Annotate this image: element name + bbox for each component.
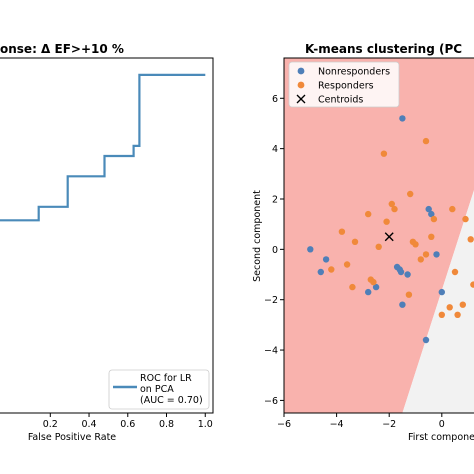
kmeans-x-tick-label: −6 <box>277 419 291 430</box>
kmeans-y-tick-label: 6 <box>272 94 278 105</box>
nonresponder-point <box>307 246 314 253</box>
responder-point <box>412 241 419 248</box>
responder-point <box>446 304 453 311</box>
kmeans-axes-frame <box>283 57 474 414</box>
responder-point <box>388 200 395 208</box>
kmeans-y-tick-label: 2 <box>272 194 278 205</box>
roc-x-tick-label: 0.2 <box>43 419 58 430</box>
kmeans-region-1 <box>284 58 474 413</box>
roc-legend-label-1: ROC for LR <box>140 373 192 384</box>
kmeans-legend: Nonresponders Responders Centroids <box>288 61 400 108</box>
roc-panel: onse: Δ EF>+10 % 0.2 0.4 0.6 0.8 1.0 False P… <box>0 42 214 443</box>
kmeans-y-tick-label: −4 <box>264 346 278 357</box>
kmeans-x-tick-label: −4 <box>330 419 344 430</box>
roc-legend: ROC for LR on PCA (AUC = 0.70) <box>108 369 210 410</box>
responder-point <box>417 256 424 263</box>
nonresponder-point <box>372 283 380 291</box>
responder-point <box>462 215 469 223</box>
responder-point <box>459 301 466 308</box>
responder-point <box>380 150 388 157</box>
responder-point <box>391 205 398 213</box>
kmeans-legend-label-responders: Responders <box>318 81 374 92</box>
roc-curve-line <box>0 73 206 222</box>
nonresponder-point <box>399 301 406 308</box>
kmeans-y-ticks: −6 −4 −2 0 2 4 6 <box>264 94 284 407</box>
roc-x-tick-label: 0.6 <box>120 419 135 430</box>
responder-point <box>343 261 351 268</box>
kmeans-x-label: First componen <box>408 432 474 443</box>
nonresponder-point <box>425 205 432 213</box>
roc-x-tick-label: 0.4 <box>81 419 96 430</box>
nonresponder-point <box>404 271 411 278</box>
kmeans-centroid-marker <box>384 232 394 242</box>
responder-point <box>383 218 390 225</box>
nonresponder-point <box>399 115 406 122</box>
kmeans-y-tick-label: −6 <box>264 396 278 407</box>
kmeans-regions <box>284 58 474 413</box>
nonresponder-point <box>365 288 372 296</box>
roc-x-tick-label: 1.0 <box>198 419 213 430</box>
responder-point <box>338 228 346 235</box>
roc-x-label: False Positive Rate <box>28 432 116 443</box>
kmeans-title: K-means clustering (PC <box>305 42 462 56</box>
kmeans-points <box>307 115 474 344</box>
kmeans-legend-marker-centroids <box>296 94 306 104</box>
responder-point <box>422 137 430 145</box>
kmeans-legend-label-centroids: Centroids <box>318 95 363 106</box>
nonresponder-point <box>422 336 430 344</box>
kmeans-legend-box <box>288 61 400 108</box>
responder-point <box>449 205 456 213</box>
roc-x-tick-label: 0.8 <box>159 419 174 430</box>
responder-point <box>438 311 445 318</box>
responder-point <box>405 291 413 298</box>
responder-point <box>428 233 435 240</box>
responder-point <box>470 281 474 288</box>
responder-point <box>451 268 459 276</box>
nonresponder-point <box>438 288 445 296</box>
kmeans-x-tick-label: 0 <box>439 419 445 430</box>
responder-point <box>370 278 377 286</box>
responder-point <box>422 251 430 258</box>
responder-point <box>454 311 461 318</box>
nonresponder-point <box>428 210 435 218</box>
kmeans-x-tick-label: −2 <box>382 419 396 430</box>
kmeans-legend-marker-responders <box>297 81 305 89</box>
roc-title: onse: Δ EF>+10 % <box>0 42 124 56</box>
responder-point <box>407 190 414 198</box>
kmeans-legend-label-nonresponders: Nonresponders <box>318 67 390 78</box>
responder-point <box>365 210 372 218</box>
kmeans-panel: K-means clustering (PC −6 −4 −2 0 −6 −4 −2 0 2 4… <box>252 42 474 443</box>
roc-x-ticks: 0.2 0.4 0.6 0.8 1.0 <box>43 413 213 430</box>
nonresponder-point <box>322 256 330 263</box>
responder-point <box>351 238 359 245</box>
roc-legend-box <box>108 369 210 410</box>
responder-point <box>375 243 382 250</box>
roc-axes-frame <box>0 57 214 414</box>
roc-legend-label-3: (AUC = 0.70) <box>140 395 203 406</box>
kmeans-y-label: Second component <box>252 190 263 282</box>
kmeans-legend-marker-nonresponders <box>297 67 305 75</box>
responder-point <box>467 236 474 243</box>
nonresponder-point <box>397 268 405 276</box>
nonresponder-point <box>317 268 324 276</box>
roc-plot-area <box>0 73 206 222</box>
roc-legend-label-2: on PCA <box>140 384 174 395</box>
kmeans-y-tick-label: 4 <box>272 144 278 155</box>
responder-point <box>430 215 438 223</box>
kmeans-x-ticks: −6 −4 −2 0 <box>277 413 445 430</box>
nonresponder-point <box>433 251 440 258</box>
responder-point <box>328 266 335 273</box>
kmeans-y-tick-label: 0 <box>272 245 278 256</box>
responder-point <box>349 283 356 291</box>
kmeans-y-tick-label: −2 <box>264 295 278 306</box>
kmeans-region-2 <box>402 190 474 413</box>
